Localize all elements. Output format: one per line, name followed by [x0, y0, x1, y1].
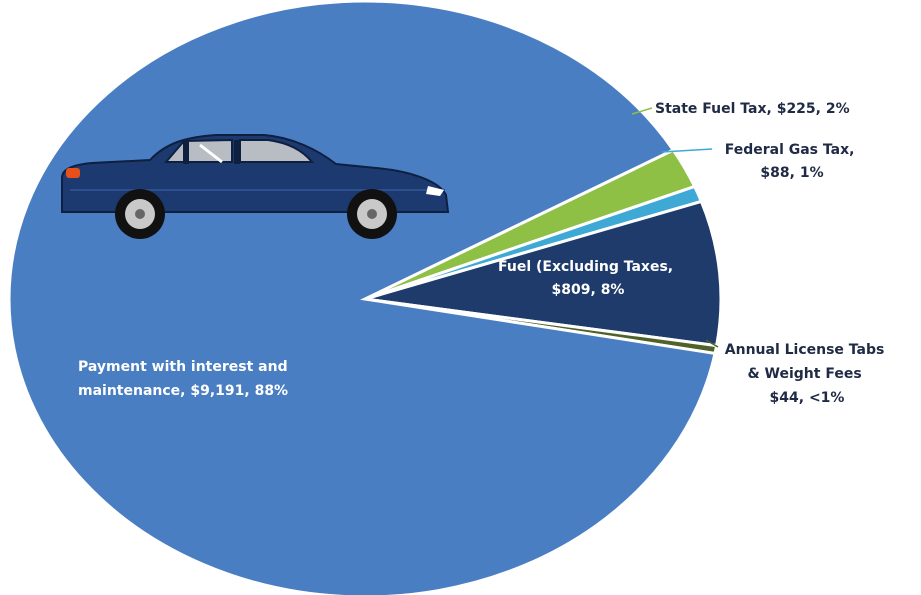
- leader-line-state-fuel-tax: [631, 107, 653, 115]
- leader-line-license-tabs: [705, 339, 719, 348]
- leader-line-federal-gas-tax: [661, 148, 713, 153]
- label-payment: Payment with interest and maintenance, $…: [78, 359, 292, 399]
- label-federal-gas-tax: Federal Gas Tax, $88, 1%: [725, 142, 860, 181]
- label-license-tabs: Annual License Tabs & Weight Fees $44, <…: [725, 342, 889, 406]
- label-state-fuel-tax: State Fuel Tax, $225, 2%: [655, 101, 850, 117]
- car-icon: [61, 134, 450, 239]
- label-fuel: Fuel (Excluding Taxes, $809, 8%: [498, 259, 678, 298]
